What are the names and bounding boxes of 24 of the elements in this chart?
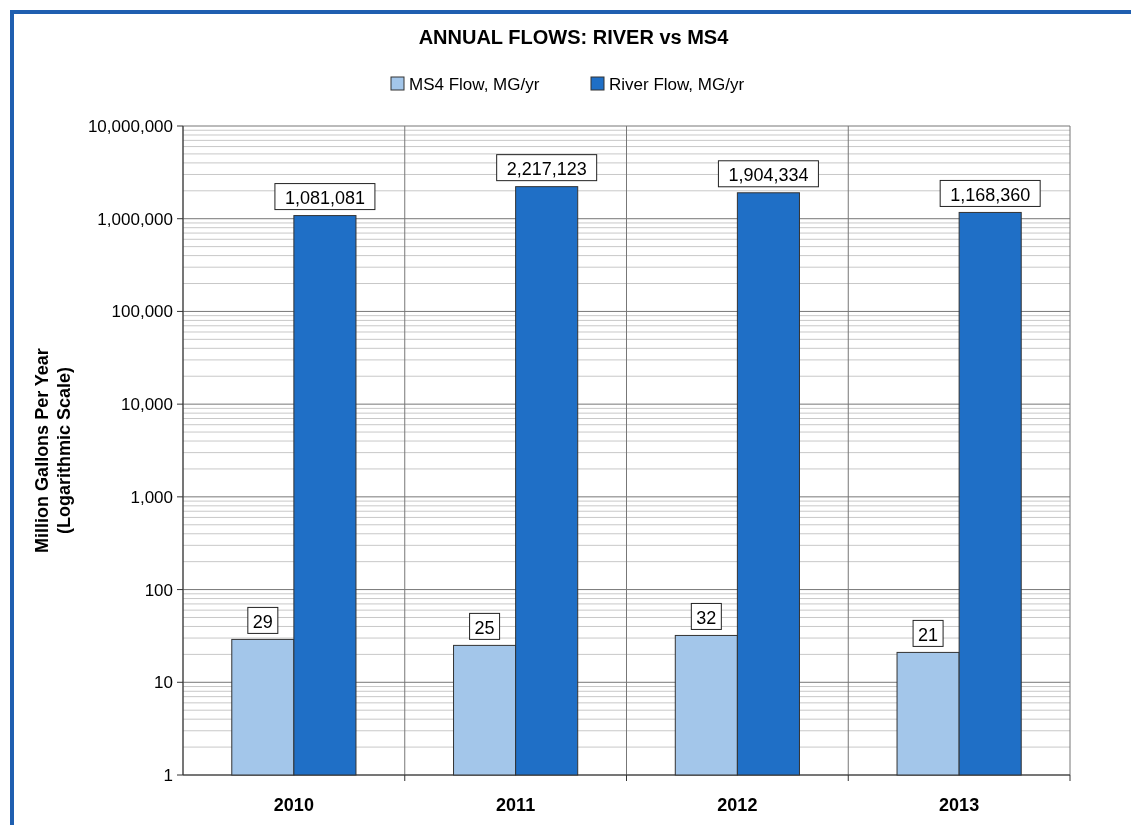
y-tick-label: 1 (163, 765, 173, 785)
y-tick-label: 10,000 (121, 395, 173, 415)
y-tick-label: 10 (154, 673, 173, 693)
x-tick-label: 2012 (717, 795, 758, 815)
y-tick-label: 100,000 (111, 302, 173, 322)
x-tick-label: 2013 (939, 795, 980, 815)
x-tick-label: 2011 (496, 795, 536, 815)
x-tick-label: 2010 (273, 795, 314, 815)
y-tick-label: 1,000 (130, 487, 173, 507)
legend-label: River Flow, MG/yr (609, 74, 745, 94)
legend-label: MS4 Flow, MG/yr (409, 74, 540, 94)
data-label: 1,904,334 (728, 165, 809, 186)
data-label: 1,081,081 (284, 187, 365, 208)
y-tick-label: 1,000,000 (97, 209, 173, 229)
data-label: 29 (252, 611, 273, 632)
data-label: 32 (696, 607, 717, 628)
data-label: 1,168,360 (950, 184, 1031, 205)
y-axis-title: Million Gallons Per Year (Logarithmic Scale) (32, 348, 74, 553)
data-label: 21 (918, 624, 939, 645)
y-tick-label: 100 (144, 580, 173, 600)
data-label: 25 (474, 617, 495, 638)
chart-title: ANNUAL FLOWS: RIVER vs MS4 (418, 26, 730, 48)
data-label: 2,217,123 (506, 158, 587, 179)
y-tick-label: 10,000,000 (87, 116, 173, 136)
